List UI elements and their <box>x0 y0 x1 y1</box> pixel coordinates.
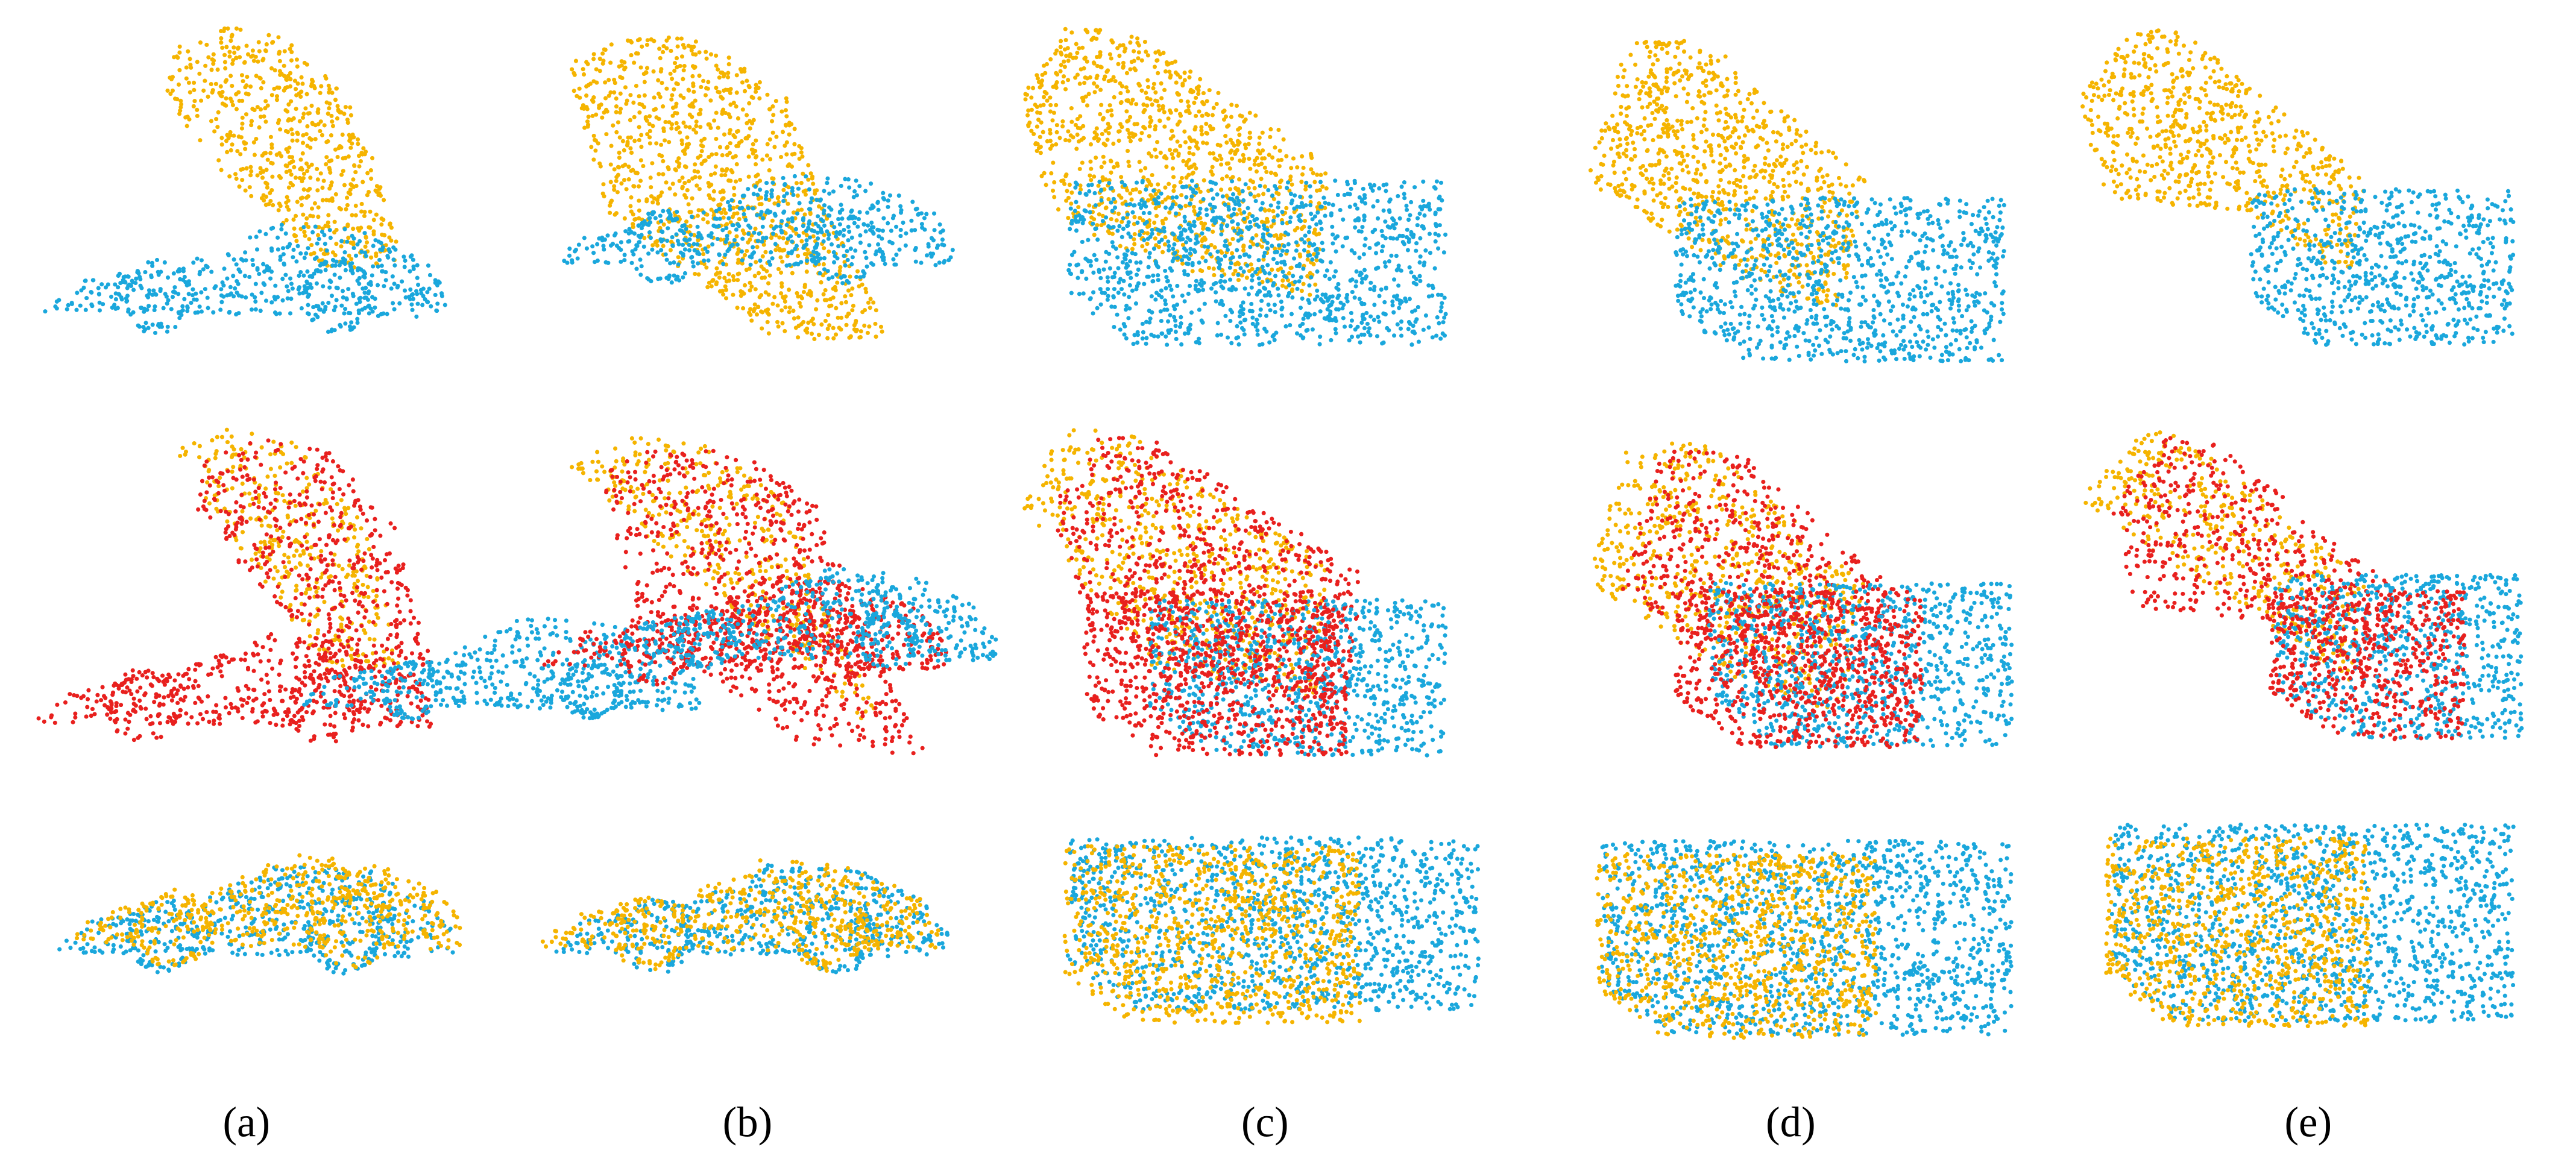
panel-label: (d) <box>1766 1099 1816 1146</box>
panel-label: (b) <box>723 1099 773 1146</box>
panel-label: (c) <box>1241 1099 1289 1146</box>
panel-labels: (a) (b) (c) (d) (e) <box>222 1099 2332 1146</box>
panel-label: (a) <box>222 1099 270 1146</box>
point-clouds <box>37 27 2524 1040</box>
panel-label: (e) <box>2284 1099 2332 1146</box>
